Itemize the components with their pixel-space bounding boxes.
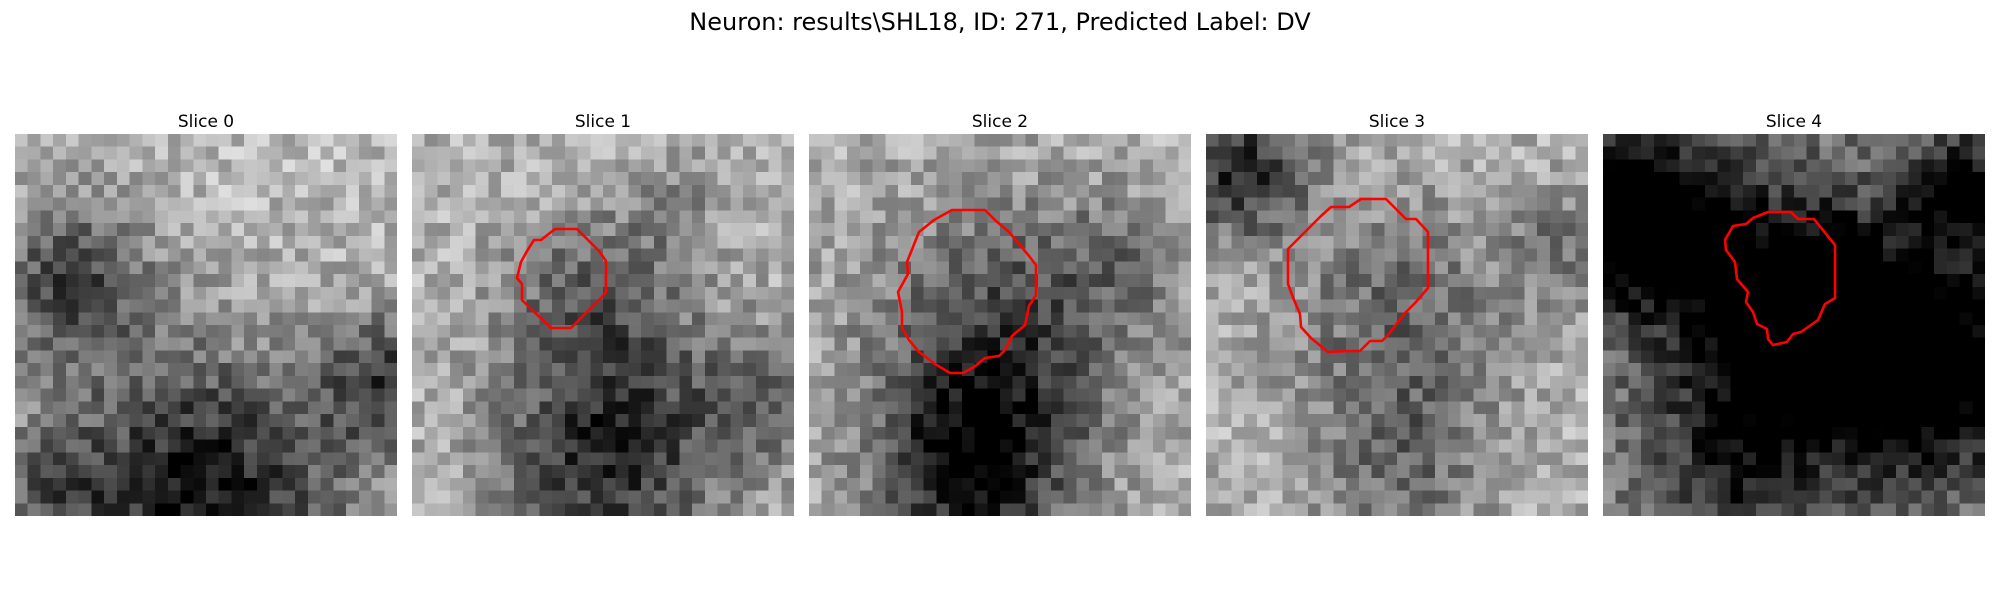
slice-1-grayscale-image — [412, 134, 794, 516]
slice-panel-3: Slice 3 — [1206, 110, 1588, 516]
segmentation-contour — [515, 227, 608, 330]
slice-title: Slice 0 — [177, 112, 235, 132]
slice-image — [809, 134, 1191, 516]
slice-0-overlay — [15, 134, 397, 516]
slice-image — [15, 134, 397, 516]
slice-2-grayscale-image — [809, 134, 1191, 516]
slice-title: Slice 1 — [574, 112, 632, 132]
slice-1-overlay — [515, 227, 608, 330]
segmentation-contour — [1286, 197, 1430, 354]
segmentation-contour — [1723, 210, 1837, 347]
slice-panel-2: Slice 2 — [809, 110, 1191, 516]
slice-panel-4: Slice 4 — [1603, 110, 1985, 516]
slice-image — [1603, 134, 1985, 516]
slice-4-grayscale-image — [1603, 134, 1985, 516]
slice-image — [412, 134, 794, 516]
slice-title: Slice 3 — [1368, 112, 1426, 132]
slice-3-overlay — [1286, 197, 1430, 354]
slice-title: Slice 4 — [1765, 112, 1823, 132]
slice-4-overlay — [1723, 210, 1837, 347]
figure-title: Neuron: results\SHL18, ID: 271, Predicte… — [689, 8, 1311, 36]
segmentation-contour — [896, 208, 1038, 375]
slice-panel-1: Slice 1 — [412, 110, 794, 516]
slice-image — [1206, 134, 1588, 516]
slice-panel-0: Slice 0 — [15, 110, 397, 516]
slice-0-grayscale-image — [15, 134, 397, 516]
slice-2-overlay — [896, 208, 1038, 375]
slice-title: Slice 2 — [971, 112, 1029, 132]
